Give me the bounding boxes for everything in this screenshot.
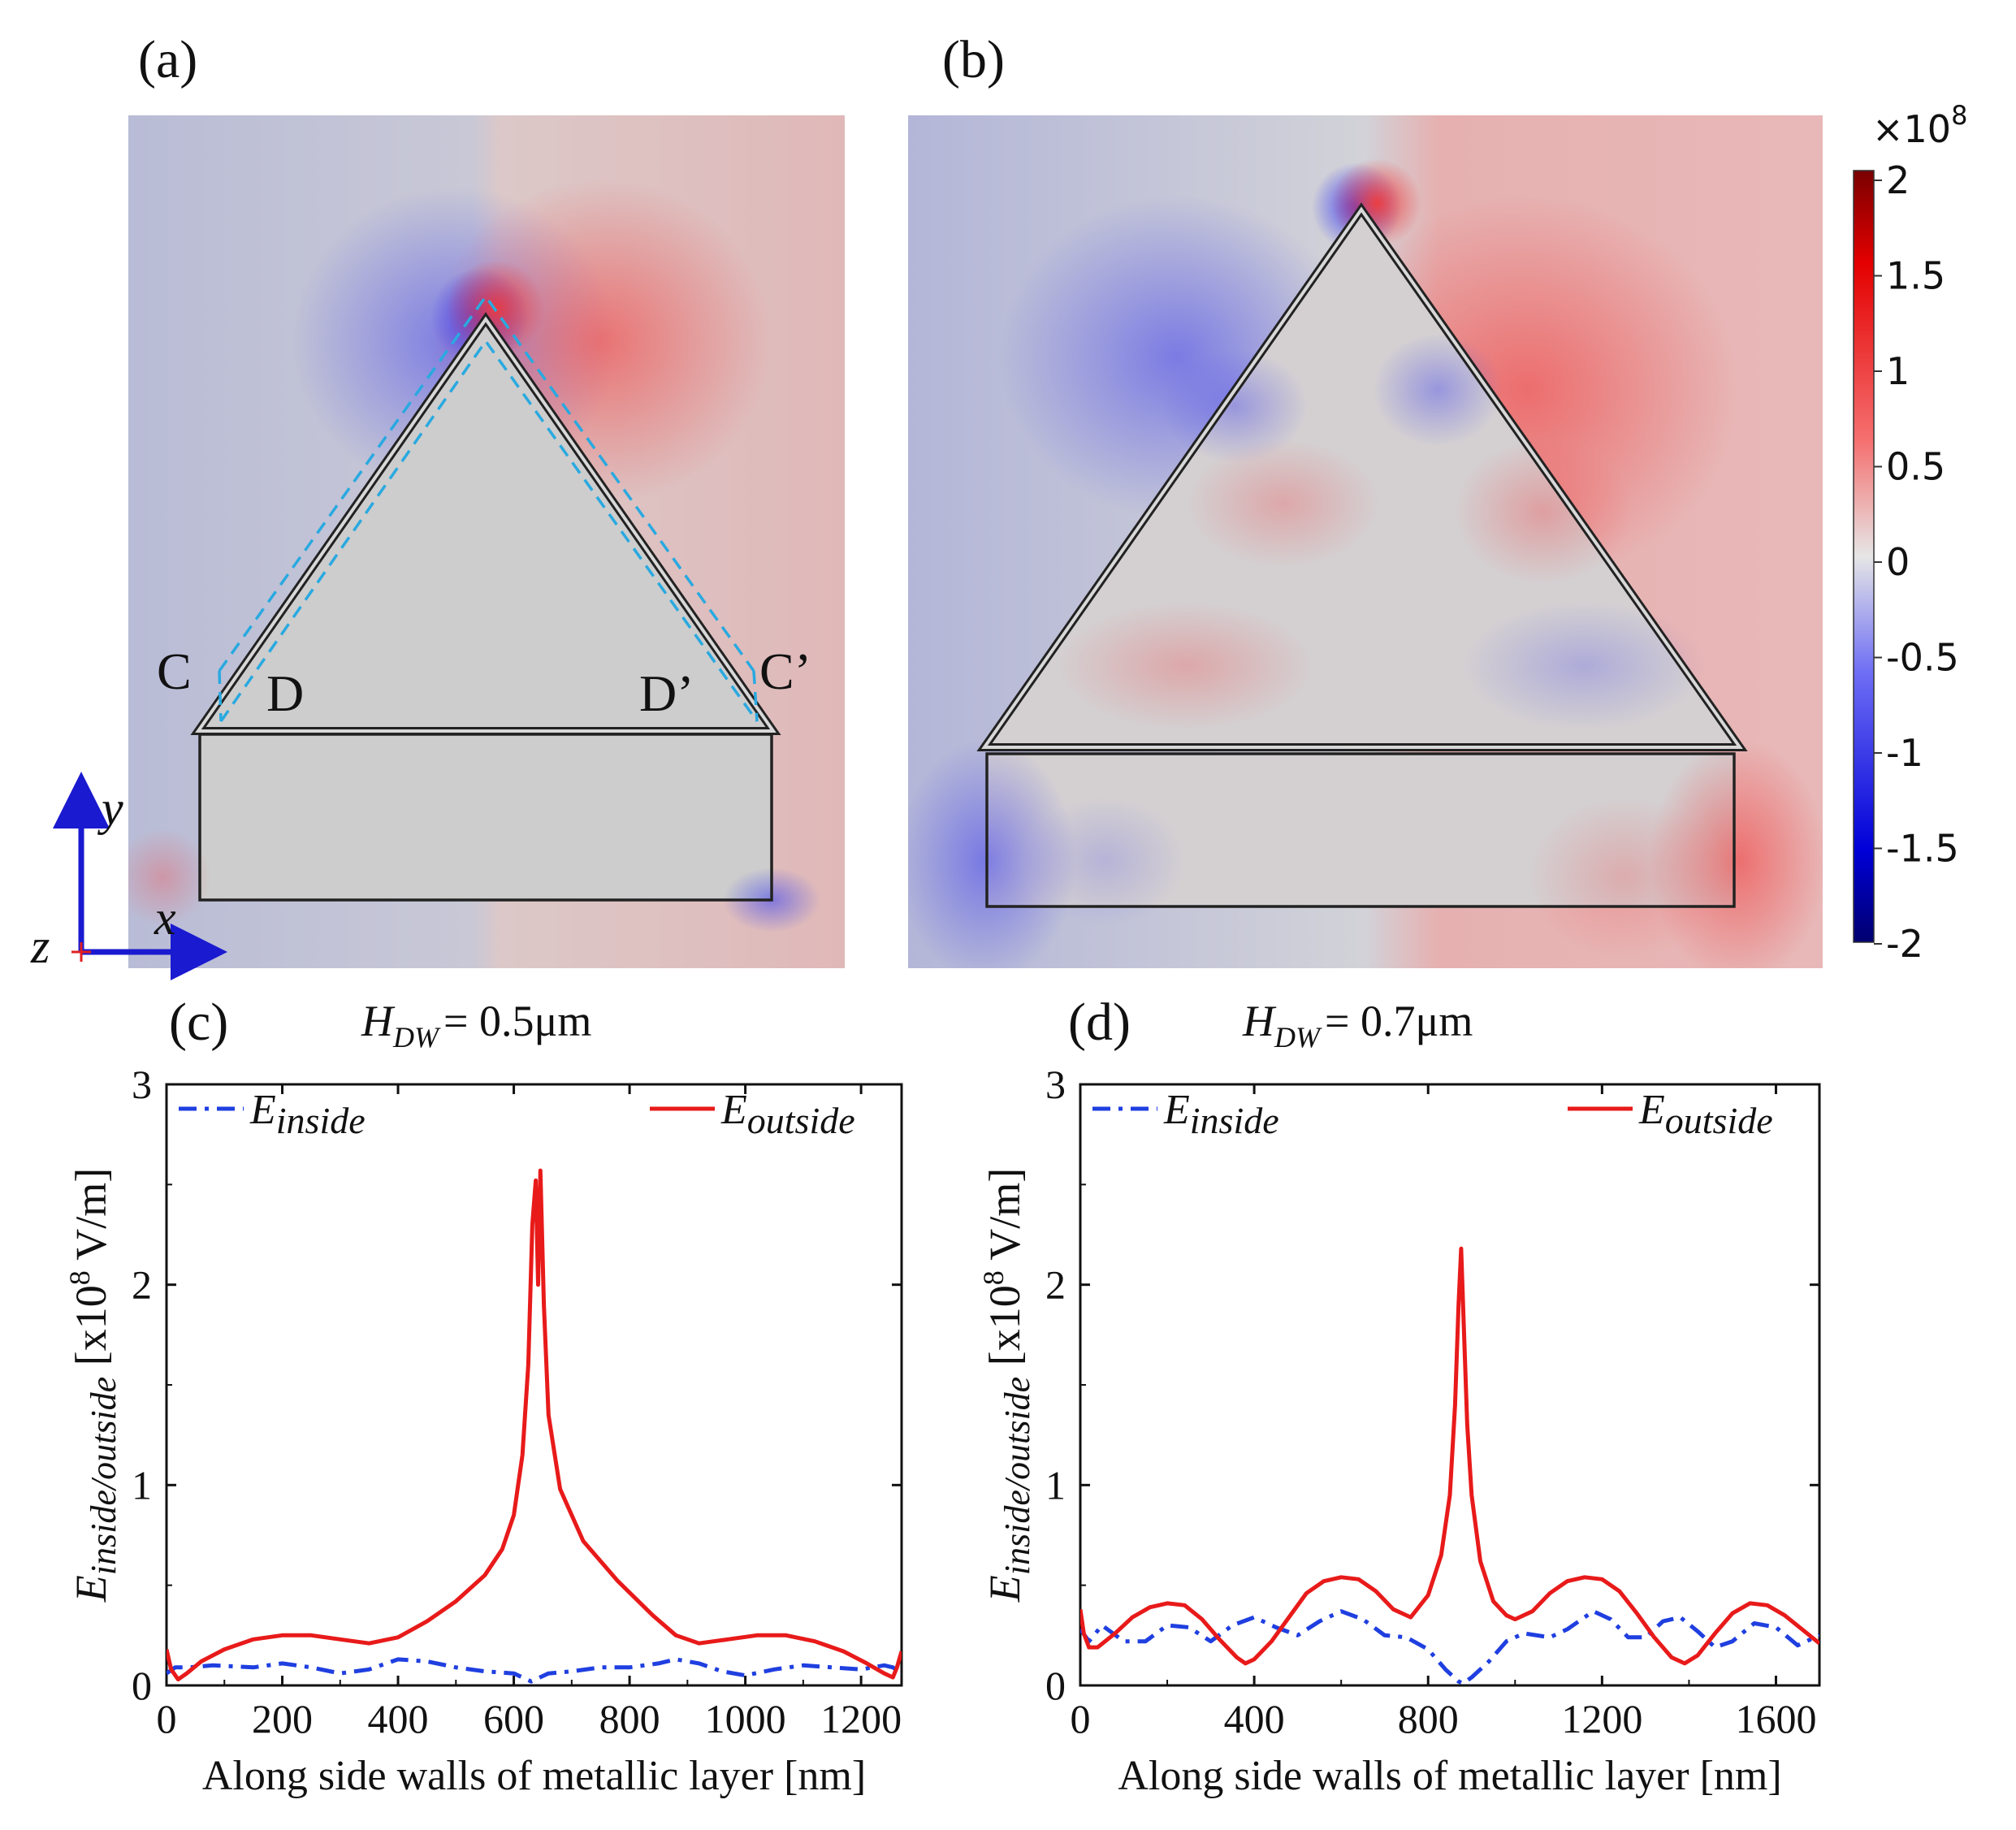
x-axis-label: Along side walls of metallic layer [nm] (1118, 1753, 1781, 1799)
x-tick-label: 1200 (1561, 1696, 1642, 1741)
panel-b-label: (b) (942, 30, 1005, 89)
colorbar-tick-label: -1 (1886, 731, 1923, 775)
x-tick-label: 800 (599, 1696, 660, 1741)
y-tick-label: 0 (132, 1663, 152, 1708)
legend-label-inside: Einside (1163, 1087, 1279, 1141)
x-tick-label: 600 (483, 1696, 544, 1741)
panel-c-label: (c) (169, 993, 228, 1052)
colorbar-tick-label: 2 (1886, 158, 1910, 202)
panel-b-fieldmap (908, 115, 1823, 968)
axis-z-label: z (30, 919, 50, 973)
legend-label-outside: Eoutside (1638, 1087, 1773, 1141)
corner-c-label: C (157, 642, 192, 700)
legend-label-outside: Eoutside (720, 1087, 855, 1141)
y-axis-label: Einside/outside [x108 V/m] (63, 1168, 123, 1603)
colorbar-ticks: 2 1.5 1 0.5 0 -0.5 -1 -1.5 -2 (1874, 158, 1959, 966)
colorbar: ×108 2 1.5 1 0.5 0 -0.5 -1 -1.5 -2 (1853, 100, 1967, 966)
series-line-outside (1080, 1246, 1819, 1666)
x-tick-label: 800 (1398, 1696, 1459, 1741)
colorbar-tick-label: 0 (1886, 540, 1910, 584)
x-tick-label: 200 (252, 1696, 313, 1741)
axes-indicator: y x z (30, 772, 227, 980)
series-line-inside (167, 1657, 902, 1684)
series-line-outside (167, 1168, 902, 1682)
chart-d: 0 400 800 1200 1600 0 1 2 3 Along side walls of m… (977, 1062, 1821, 1799)
corner-d-prime-label: D’ (639, 664, 694, 722)
y-tick-label: 1 (132, 1462, 152, 1508)
colorbar-tick-label: -2 (1886, 922, 1923, 966)
plot-frame (165, 1083, 903, 1687)
x-tick-label: 400 (1224, 1696, 1285, 1741)
chart-c: 0 200 400 600 800 1000 1200 0 1 2 3 Along side wall… (63, 1062, 903, 1799)
panel-c-title: HDW = 0.5μm (361, 997, 591, 1053)
colorbar-tick-label: -1.5 (1886, 827, 1959, 871)
colorbar-tick-label: 1.5 (1886, 254, 1945, 298)
x-tick-label: 0 (1071, 1696, 1091, 1741)
x-tick-label: 1600 (1735, 1696, 1816, 1741)
panel-d-title: HDW = 0.7μm (1242, 997, 1473, 1053)
x-axis-label: Along side walls of metallic layer [nm] (202, 1753, 866, 1799)
y-tick-label: 1 (1045, 1462, 1066, 1508)
panel-d-label: (d) (1068, 993, 1131, 1052)
y-tick-label: 2 (132, 1262, 152, 1308)
x-tick-label: 400 (368, 1696, 429, 1741)
y-axis-label: Einside/outside [x108 V/m] (977, 1168, 1037, 1603)
colorbar-tick-label: 1 (1886, 349, 1910, 393)
axis-x-label: x (154, 891, 176, 945)
panel-a-label: (a) (138, 30, 197, 89)
legend-label-inside: Einside (249, 1087, 366, 1141)
y-tick-label: 2 (1045, 1262, 1066, 1308)
panel-a-fieldmap (128, 115, 845, 968)
plot-frame (1079, 1083, 1821, 1687)
x-tick-label: 0 (157, 1696, 177, 1741)
colorbar-gradient (1853, 170, 1875, 943)
series-line-inside (1080, 1609, 1819, 1685)
x-tick-label: 1200 (820, 1696, 902, 1741)
corner-c-prime-label: C’ (759, 642, 811, 700)
corner-d-label: D (266, 664, 304, 722)
y-tick-label: 3 (1045, 1062, 1066, 1107)
panel-a-structure (190, 312, 781, 902)
colorbar-exponent: ×108 (1872, 100, 1967, 151)
x-tick-label: 1000 (705, 1696, 786, 1741)
panel-a-dashed-outline (218, 293, 759, 723)
panel-b-structure (976, 202, 1748, 908)
colorbar-tick-label: 0.5 (1886, 445, 1945, 489)
axis-y-label: y (97, 781, 123, 835)
y-tick-label: 3 (132, 1062, 152, 1107)
y-tick-label: 0 (1045, 1663, 1066, 1708)
colorbar-tick-label: -0.5 (1886, 636, 1959, 680)
